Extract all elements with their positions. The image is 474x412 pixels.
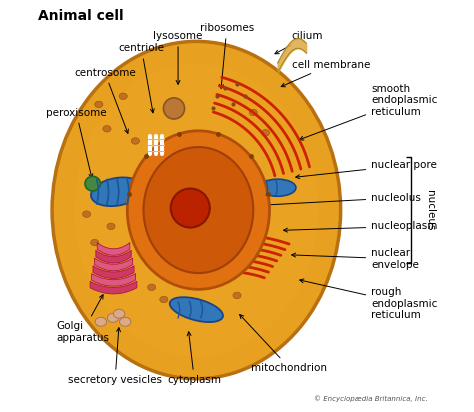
Ellipse shape <box>171 189 210 227</box>
Ellipse shape <box>113 309 125 318</box>
Ellipse shape <box>119 93 127 100</box>
Text: centrosome: centrosome <box>74 68 136 133</box>
Ellipse shape <box>131 138 139 144</box>
Text: Golgi
apparatus: Golgi apparatus <box>56 295 109 343</box>
Ellipse shape <box>52 41 341 379</box>
Ellipse shape <box>74 64 318 356</box>
Text: ribosomes: ribosomes <box>200 23 254 88</box>
Text: nuclear pore: nuclear pore <box>296 160 437 179</box>
Text: lysosome: lysosome <box>154 31 203 84</box>
Ellipse shape <box>85 176 100 191</box>
Ellipse shape <box>144 147 253 273</box>
Text: smooth
endoplasmic
reticulum: smooth endoplasmic reticulum <box>300 84 438 140</box>
Ellipse shape <box>249 109 257 116</box>
Text: cell membrane: cell membrane <box>281 60 370 87</box>
Ellipse shape <box>82 211 91 218</box>
Text: nuclear
envelope: nuclear envelope <box>292 248 419 269</box>
Ellipse shape <box>107 313 118 322</box>
Text: secretory vesicles: secretory vesicles <box>68 328 162 385</box>
Text: peroxisome: peroxisome <box>46 108 107 178</box>
Text: nucleolus: nucleolus <box>251 193 421 208</box>
Ellipse shape <box>91 178 143 206</box>
Text: cilium: cilium <box>275 31 323 54</box>
Text: centriole: centriole <box>118 43 164 113</box>
Ellipse shape <box>147 284 156 290</box>
Ellipse shape <box>164 98 184 119</box>
Ellipse shape <box>261 130 270 136</box>
Ellipse shape <box>160 296 168 303</box>
Ellipse shape <box>91 239 99 246</box>
Ellipse shape <box>127 131 270 289</box>
Text: rough
endoplasmic
reticulum: rough endoplasmic reticulum <box>300 279 438 320</box>
Ellipse shape <box>170 297 223 322</box>
Ellipse shape <box>119 317 131 326</box>
Ellipse shape <box>95 317 107 326</box>
Text: mitochondrion: mitochondrion <box>240 314 327 372</box>
Text: nucleus: nucleus <box>425 190 435 230</box>
Text: Animal cell: Animal cell <box>38 9 123 23</box>
Text: © Encyclopædia Britannica, Inc.: © Encyclopædia Britannica, Inc. <box>314 395 428 402</box>
Ellipse shape <box>103 126 111 132</box>
Text: nucleoplasm: nucleoplasm <box>283 221 438 232</box>
Ellipse shape <box>233 292 241 299</box>
Ellipse shape <box>95 101 103 108</box>
Ellipse shape <box>259 179 296 196</box>
Text: cytoplasm: cytoplasm <box>167 332 221 385</box>
Ellipse shape <box>107 223 115 229</box>
